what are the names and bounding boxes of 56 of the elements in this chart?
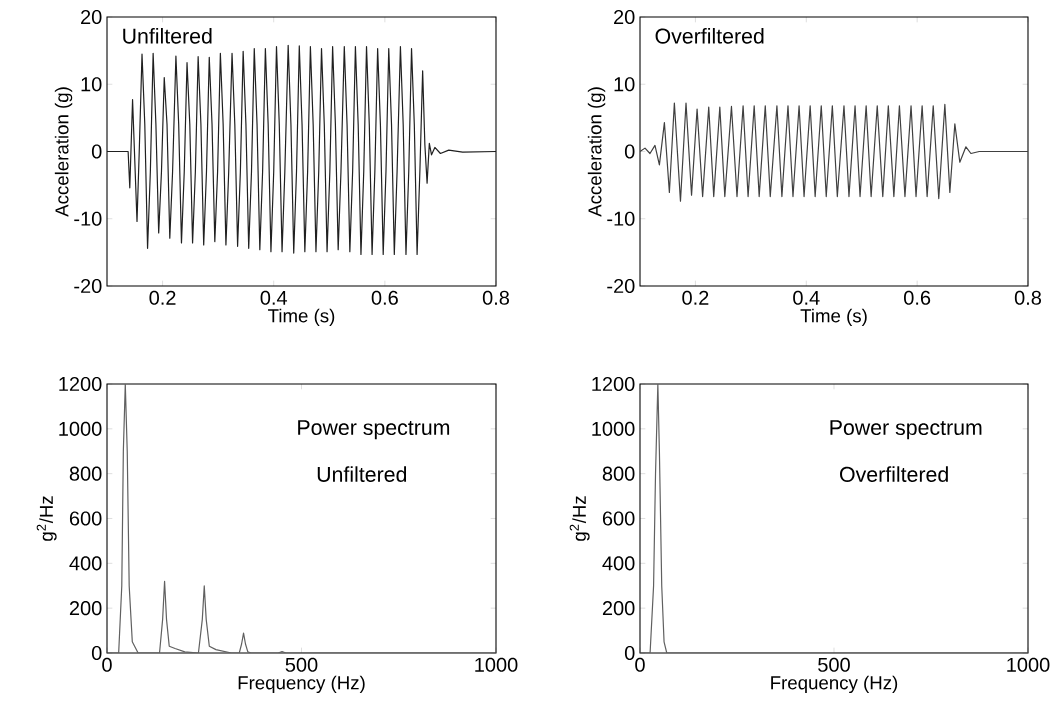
y-tick-label: -10 [74,211,102,226]
x-tick-label: 0.4 [793,290,820,305]
y-tick-label: 1200 [592,376,635,392]
line-series [107,383,496,653]
x-tick-label: 0.6 [371,290,398,305]
y-tick-label: -20 [607,278,635,294]
x-axis-title: Frequency (Hz) [238,675,365,694]
annotation: Unfiltered [317,466,407,482]
y-tick-label: 20 [81,9,102,25]
y-tick-label: -10 [607,211,635,226]
y-tick-label: 200 [69,601,102,616]
y-tick-label: 1000 [59,421,102,436]
y-tick-label: 0 [91,645,102,661]
y-tick-label: 1200 [59,376,102,392]
x-tick-label: 0 [102,657,112,672]
y-tick-label: 600 [69,511,102,526]
y-tick-label: 400 [69,556,102,571]
annotation: Overfiltered [840,466,948,482]
x-tick-label: 1000 [1007,657,1050,672]
x-tick-label: 0.4 [260,290,288,305]
y-axis-title: g$^{2}$/Hz [36,496,57,541]
line-series [640,383,1028,653]
x-axis-title: Time (s) [268,308,335,327]
y-tick-label: 800 [602,466,635,481]
x-tick-label: 0.8 [1014,290,1042,305]
y-tick-label: 200 [602,601,635,616]
y-tick-label: 600 [602,511,635,526]
line-series [640,102,1028,202]
y-tick-label: 10 [614,77,635,92]
annotation: Power spectrum [830,420,982,440]
x-axis-title: Frequency (Hz) [771,675,898,694]
x-tick-label: 0.2 [149,290,176,305]
x-tick-label: 0.6 [904,290,931,305]
y-axis-title: Acceleration (g) [54,87,73,217]
x-tick-label: 0.2 [682,290,709,305]
x-tick-label: 500 [818,657,850,672]
y-tick-label: 0 [624,144,635,159]
y-axis-title: Acceleration (g) [587,87,606,217]
y-tick-label: 800 [69,466,102,481]
y-tick-label: 1000 [592,421,635,436]
y-tick-label: 400 [602,556,635,571]
y-tick-label: 0 [91,144,102,159]
y-axis-title: g$^{2}$/Hz [569,496,590,541]
y-tick-label: 20 [614,9,635,25]
x-tick-label: 1000 [475,657,518,672]
y-tick-label: -20 [74,278,102,294]
annotation: Overfiltered [655,28,764,44]
x-axis-title: Time (s) [800,308,867,327]
line-series [107,44,496,255]
annotation: Power spectrum [298,420,450,440]
y-tick-label: 0 [624,645,635,661]
x-tick-label: 500 [285,657,318,672]
x-tick-label: 0 [635,657,645,672]
x-tick-label: 0.8 [482,290,510,305]
annotation: Unfiltered [123,28,212,44]
y-tick-label: 10 [81,77,102,92]
